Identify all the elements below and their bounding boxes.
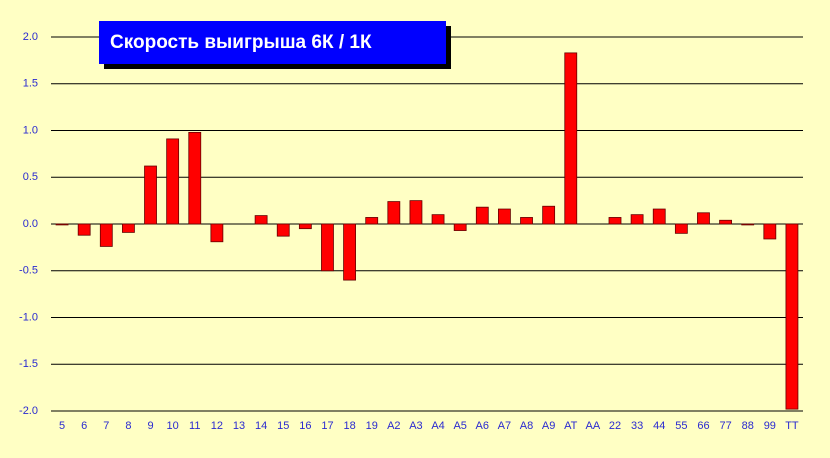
y-tick-label: -1.0: [19, 311, 38, 323]
x-tick-label: 8: [125, 420, 131, 432]
x-tick-label: 55: [675, 420, 687, 432]
x-tick-label: 9: [147, 420, 153, 432]
bar: [276, 223, 290, 237]
bar: [298, 223, 312, 230]
bar: [188, 131, 202, 225]
x-tick-label: 18: [343, 420, 355, 432]
bar: [763, 223, 777, 240]
bar: [254, 215, 268, 225]
x-tick-label: 13: [233, 420, 245, 432]
x-tick-label: A5: [453, 420, 466, 432]
bar: [564, 52, 578, 225]
bar: [652, 208, 666, 225]
chart-title: Скорость выигрыша 6К / 1К: [110, 32, 372, 53]
x-tick-label: 14: [255, 420, 267, 432]
x-tick-label: A6: [476, 420, 489, 432]
bar: [785, 223, 799, 410]
bar: [409, 200, 423, 225]
bar: [365, 217, 379, 225]
x-tick-label: 66: [697, 420, 709, 432]
plot-area: -2.0 -1.5 -1.0 -0.5 0.0 0.5 1.0 1.5 2.0 5 6 7 8 9 10 11…: [19, 31, 803, 432]
x-tick-label: 5: [59, 420, 65, 432]
x-tick-label: 77: [719, 420, 731, 432]
bar: [719, 219, 732, 225]
bar: [542, 205, 556, 225]
bar: [674, 223, 688, 234]
x-tick-label: 19: [366, 420, 378, 432]
x-tick-label: 17: [321, 420, 333, 432]
x-tick-label: 11: [189, 420, 200, 432]
x-tick-label: A7: [498, 420, 511, 432]
bar: [387, 201, 401, 225]
bar: [520, 217, 533, 225]
bar: [166, 138, 180, 225]
y-tick-label: 0.0: [23, 218, 38, 230]
x-tick-label: A2: [387, 420, 400, 432]
x-tick-label: AT: [564, 420, 578, 432]
bar: [431, 214, 445, 225]
x-tick-label: 44: [653, 420, 665, 432]
bar: [498, 208, 511, 225]
bar: [210, 223, 224, 243]
x-tick-label: A8: [520, 420, 533, 432]
x-tick-label: A3: [409, 420, 422, 432]
bar: [144, 165, 157, 225]
x-tick-label: 99: [764, 420, 776, 432]
x-tick-label: 88: [742, 420, 754, 432]
bar: [608, 217, 622, 225]
y-tick-label: -1.5: [19, 358, 38, 370]
bar: [453, 223, 467, 231]
x-tick-label: 15: [277, 420, 289, 432]
x-tick-label: A9: [542, 420, 555, 432]
bar: [697, 212, 710, 225]
bar: [343, 223, 356, 281]
y-tick-label: 2.0: [23, 31, 38, 43]
bar: [99, 223, 113, 247]
x-tick-label: 33: [631, 420, 643, 432]
bar: [630, 214, 644, 225]
y-tick-label: 0.5: [23, 171, 38, 183]
y-tick-label: -2.0: [19, 405, 38, 417]
bar: [77, 223, 91, 236]
y-tick-label: 1.5: [23, 78, 38, 90]
x-tick-label: AA: [586, 420, 601, 432]
bar: [321, 223, 334, 272]
x-tick-label: 6: [81, 420, 87, 432]
bar: [55, 223, 69, 226]
bar: [741, 223, 755, 226]
x-tick-label: TT: [785, 420, 799, 432]
title-box: [99, 21, 446, 64]
bar: [122, 223, 135, 233]
y-tick-label: -0.5: [19, 265, 38, 277]
x-tick-label: 10: [167, 420, 179, 432]
x-tick-label: 22: [609, 420, 621, 432]
x-tick-label: 16: [299, 420, 311, 432]
y-tick-label: 1.0: [23, 124, 38, 136]
x-tick-label: 12: [211, 420, 223, 432]
bar: [475, 206, 489, 225]
x-tick-label: 7: [103, 420, 109, 432]
x-tick-label: A4: [431, 420, 444, 432]
